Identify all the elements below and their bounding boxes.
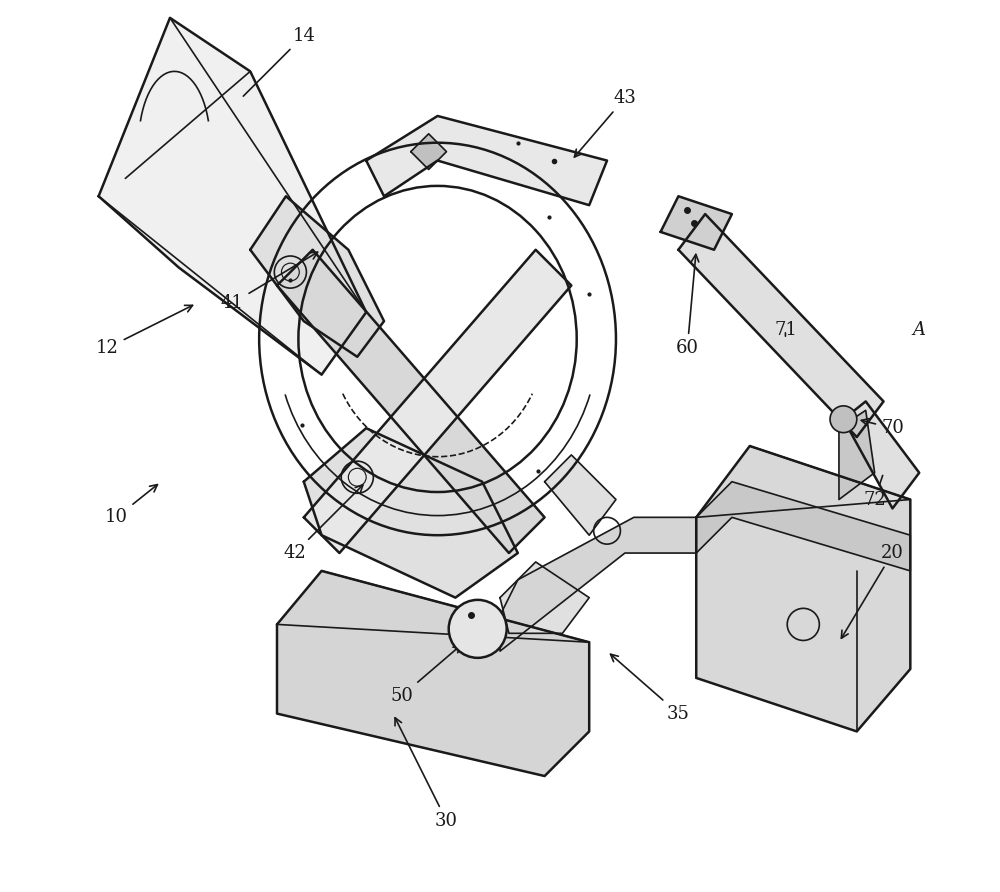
Text: 14: 14 (243, 27, 315, 96)
Ellipse shape (830, 406, 857, 433)
Text: 43: 43 (574, 89, 636, 157)
Polygon shape (277, 250, 545, 553)
Text: 70: 70 (861, 418, 904, 437)
Polygon shape (696, 482, 910, 571)
Text: 50: 50 (390, 645, 461, 705)
Polygon shape (500, 517, 696, 651)
Polygon shape (304, 428, 518, 598)
Polygon shape (277, 571, 589, 776)
Text: 72: 72 (863, 475, 886, 508)
Text: 10: 10 (105, 484, 157, 526)
Polygon shape (661, 196, 732, 250)
Polygon shape (843, 401, 919, 508)
Polygon shape (366, 116, 607, 205)
Polygon shape (99, 18, 366, 375)
Polygon shape (304, 250, 571, 553)
Text: 30: 30 (395, 718, 458, 830)
Text: A: A (913, 321, 926, 339)
Polygon shape (500, 562, 589, 633)
Polygon shape (250, 196, 384, 357)
Polygon shape (411, 134, 446, 169)
Ellipse shape (449, 599, 507, 658)
Polygon shape (696, 446, 910, 731)
Polygon shape (545, 455, 616, 535)
Text: 71: 71 (774, 321, 797, 339)
Polygon shape (839, 410, 875, 500)
Text: 41: 41 (221, 252, 318, 312)
Text: 35: 35 (611, 654, 690, 723)
Text: 60: 60 (676, 254, 699, 357)
Text: 12: 12 (96, 305, 193, 357)
Polygon shape (678, 214, 884, 437)
Text: 20: 20 (841, 544, 904, 639)
Text: 42: 42 (283, 485, 363, 562)
